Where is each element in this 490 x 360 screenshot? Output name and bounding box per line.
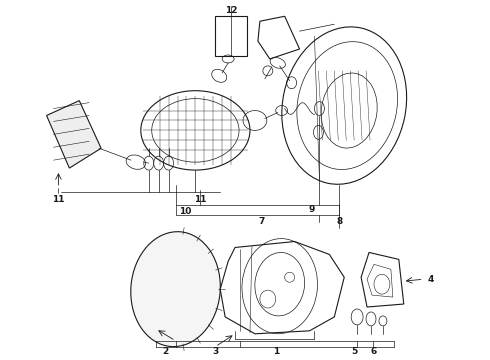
Text: 4: 4 xyxy=(427,275,434,284)
Bar xyxy=(215,16,247,56)
Text: 6: 6 xyxy=(371,347,377,356)
Polygon shape xyxy=(47,100,101,168)
Text: 2: 2 xyxy=(163,347,169,356)
Text: 8: 8 xyxy=(336,217,343,226)
Text: 1: 1 xyxy=(272,347,279,356)
Ellipse shape xyxy=(131,232,220,347)
Text: 10: 10 xyxy=(179,207,192,216)
Text: 11: 11 xyxy=(52,195,65,204)
Text: 3: 3 xyxy=(212,347,219,356)
Text: 11: 11 xyxy=(194,195,207,204)
Text: 5: 5 xyxy=(351,347,357,356)
Text: 9: 9 xyxy=(308,205,315,214)
Text: 12: 12 xyxy=(225,6,237,15)
Text: 7: 7 xyxy=(259,217,265,226)
